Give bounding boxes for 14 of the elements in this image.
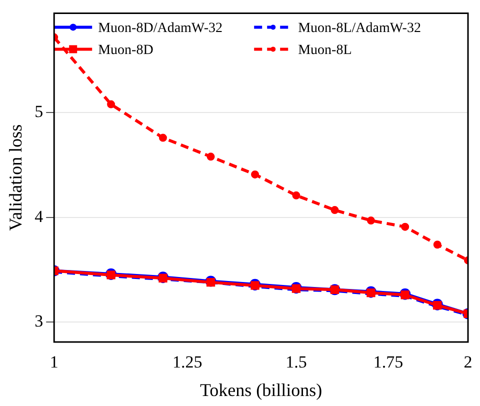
y-tick-label: 4	[34, 206, 44, 226]
legend-label: Muon-8D	[98, 42, 154, 58]
y-axis-title: Validation loss	[6, 124, 26, 231]
x-tick-label: 1	[50, 352, 58, 372]
legend-label: Muon-8D/AdamW-32	[98, 20, 223, 36]
x-tick-label: 1.25	[172, 352, 202, 372]
legend-label: Muon-8L	[298, 42, 352, 58]
legend-label: Muon-8L/AdamW-32	[298, 20, 421, 36]
x-tick-label: 1.75	[373, 352, 404, 372]
y-tick-label: 3	[34, 312, 44, 331]
x-axis-title: Tokens (billions)	[200, 380, 322, 400]
x-tick-label: 1.5	[286, 352, 307, 372]
y-tick-label: 5	[34, 102, 44, 122]
x-tick-label: 2	[464, 352, 472, 372]
